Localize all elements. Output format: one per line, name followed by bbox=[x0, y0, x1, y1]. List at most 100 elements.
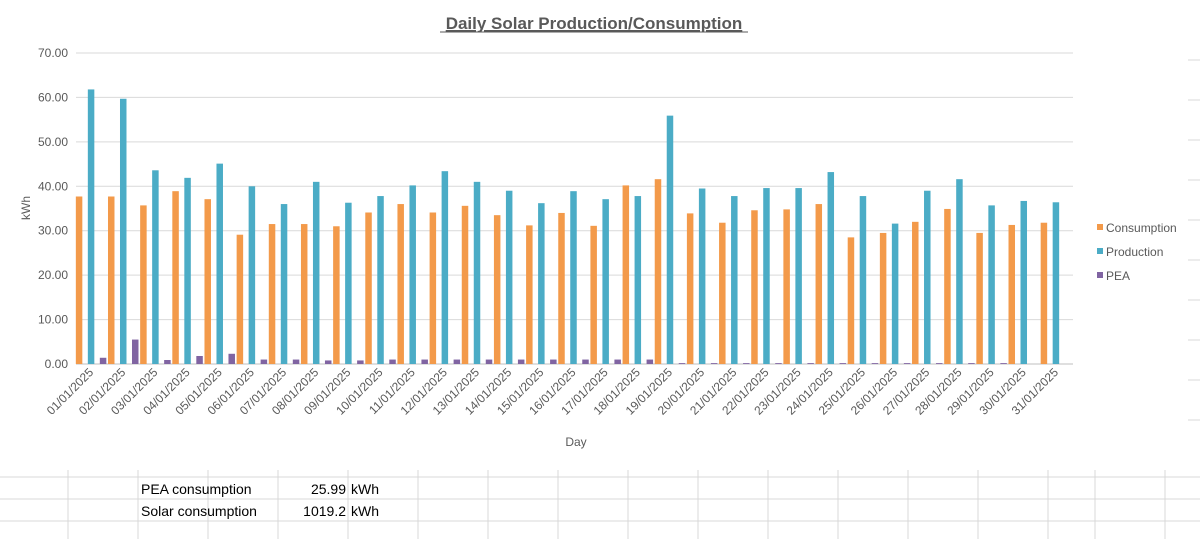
bar-production bbox=[505, 190, 513, 364]
y-tick-label: 40.00 bbox=[38, 179, 68, 193]
bar-consumption bbox=[236, 234, 244, 364]
bar-consumption bbox=[140, 205, 147, 364]
bar-production bbox=[216, 163, 223, 364]
bar-consumption bbox=[912, 221, 919, 364]
bar-consumption bbox=[397, 204, 404, 364]
bar-consumption bbox=[719, 222, 726, 364]
bar-production bbox=[763, 188, 770, 364]
bar-pea bbox=[839, 363, 847, 364]
y-tick-label: 0.00 bbox=[45, 357, 69, 371]
bar-production bbox=[184, 177, 191, 364]
bar-production bbox=[698, 188, 706, 364]
bar-production bbox=[859, 196, 867, 364]
bar-pea bbox=[678, 363, 686, 364]
bar-consumption bbox=[526, 225, 533, 364]
bar-consumption bbox=[751, 210, 758, 364]
bar-production bbox=[473, 181, 481, 364]
bar-production bbox=[441, 171, 449, 364]
chart-title: Daily Solar Production/Consumption bbox=[446, 14, 743, 33]
y-tick-label: 20.00 bbox=[38, 268, 68, 282]
bar-production bbox=[988, 205, 995, 364]
legend-label-consumption: Consumption bbox=[1106, 221, 1177, 235]
chart-area[interactable]: Daily Solar Production/Consumption 0.00 10… bbox=[0, 0, 1188, 470]
bar-consumption bbox=[75, 196, 83, 364]
legend-swatch-production bbox=[1097, 248, 1103, 254]
bar-pea bbox=[807, 363, 814, 364]
legend-swatch-consumption bbox=[1097, 224, 1103, 230]
bar-pea bbox=[936, 363, 943, 364]
bar-consumption bbox=[847, 237, 855, 364]
bar-production bbox=[1020, 200, 1028, 364]
bar-pea bbox=[453, 359, 461, 364]
bar-production bbox=[248, 186, 256, 364]
bar-production bbox=[795, 188, 802, 364]
y-tick-label: 70.00 bbox=[38, 46, 68, 60]
bar-consumption bbox=[879, 232, 887, 364]
bar-pea bbox=[517, 359, 525, 364]
bar-pea bbox=[1000, 363, 1007, 364]
bar-pea bbox=[550, 359, 557, 364]
bar-production bbox=[345, 202, 352, 364]
bar-consumption bbox=[558, 212, 565, 364]
bar-consumption bbox=[429, 212, 437, 364]
bar-production bbox=[119, 98, 127, 365]
bar-consumption bbox=[493, 215, 501, 364]
summary-unit-pea: kWh bbox=[351, 481, 379, 497]
bar-production bbox=[924, 190, 931, 364]
bar-production bbox=[377, 196, 384, 364]
bar-consumption bbox=[172, 191, 179, 364]
bar-consumption bbox=[654, 179, 662, 364]
bar-pea bbox=[903, 363, 911, 364]
summary-value-pea: 25.99 bbox=[310, 481, 346, 497]
bar-production bbox=[538, 203, 545, 364]
bar-consumption bbox=[268, 224, 276, 364]
bar-pea bbox=[421, 359, 428, 364]
bar-consumption bbox=[944, 208, 951, 364]
bar-pea bbox=[164, 360, 171, 364]
bar-production bbox=[152, 170, 159, 364]
bar-consumption bbox=[204, 199, 211, 364]
bar-pea bbox=[710, 363, 718, 364]
bar-production bbox=[891, 223, 899, 364]
bar-consumption bbox=[590, 225, 597, 364]
bar-consumption bbox=[1040, 222, 1048, 364]
bar-pea bbox=[131, 339, 139, 364]
bar-production bbox=[956, 179, 963, 364]
bar-pea bbox=[389, 359, 396, 364]
summary-unit-solar: kWh bbox=[351, 503, 379, 519]
bar-production bbox=[409, 185, 416, 364]
y-tick-label: 60.00 bbox=[38, 90, 68, 104]
bar-production bbox=[634, 196, 642, 364]
bar-production bbox=[602, 199, 609, 364]
legend-label-pea: PEA bbox=[1106, 269, 1130, 283]
bar-consumption bbox=[461, 205, 469, 364]
summary-value-solar: 1019.2 bbox=[303, 503, 346, 519]
y-axis-title: kWh bbox=[19, 196, 33, 220]
y-tick-label: 50.00 bbox=[38, 135, 68, 149]
bar-consumption bbox=[107, 196, 115, 364]
bar-pea bbox=[775, 363, 782, 364]
bar-consumption bbox=[976, 232, 983, 364]
bar-production bbox=[666, 115, 674, 364]
bar-pea bbox=[743, 363, 750, 364]
bar-pea bbox=[646, 359, 654, 364]
bar-pea bbox=[357, 360, 364, 364]
bar-production bbox=[1052, 202, 1060, 364]
bar-pea bbox=[292, 359, 300, 364]
bar-production bbox=[312, 181, 320, 364]
bar-pea bbox=[968, 363, 975, 364]
bar-consumption bbox=[333, 226, 340, 364]
bar-production bbox=[731, 196, 738, 364]
y-tick-label: 10.00 bbox=[38, 313, 68, 327]
bar-consumption bbox=[622, 185, 630, 364]
x-axis-title: Day bbox=[565, 435, 586, 449]
bar-production bbox=[570, 191, 577, 364]
bar-consumption bbox=[686, 213, 694, 364]
bar-pea bbox=[260, 359, 268, 364]
bar-chart: Daily Solar Production/Consumption 0.00 10… bbox=[19, 14, 1177, 449]
bar-pea bbox=[485, 359, 493, 364]
bar-production bbox=[280, 204, 288, 364]
bar-consumption bbox=[1008, 224, 1016, 364]
bar-pea bbox=[99, 357, 107, 364]
